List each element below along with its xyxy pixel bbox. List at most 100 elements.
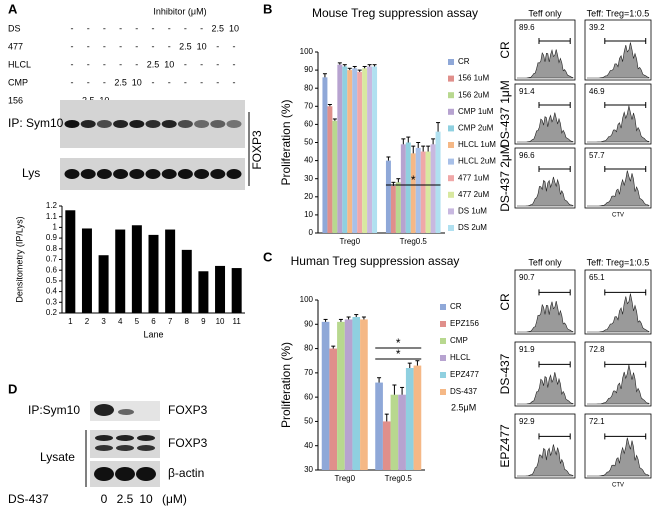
legend-label: DS 2uM	[458, 223, 487, 232]
histogram	[587, 42, 650, 79]
legend-swatch	[440, 338, 446, 344]
legend-swatch	[448, 92, 454, 99]
bar	[342, 66, 348, 233]
table-cell: -	[216, 77, 219, 87]
table-cell: -	[135, 23, 138, 33]
blot-band	[210, 169, 226, 179]
significance-mark: *	[396, 347, 401, 361]
table-cell: -	[200, 59, 203, 69]
table-cell: -	[152, 23, 155, 33]
y-tick-label: 1.2	[46, 201, 58, 210]
table-cell: -	[103, 41, 106, 51]
row-label: DS-437	[498, 353, 512, 394]
x-tick-label: Treg0.5	[400, 237, 428, 246]
table-cell: -	[152, 41, 155, 51]
legend-swatch	[440, 355, 446, 361]
table-cell: 10	[197, 41, 207, 51]
table-cell: -	[87, 23, 90, 33]
y-tick-label: 1.1	[46, 212, 58, 221]
column-header: Teff: Treg=1:0.5	[587, 257, 650, 267]
table-cell: -	[71, 23, 74, 33]
blot-band	[96, 169, 112, 179]
histogram	[517, 112, 574, 143]
legend-label: CR	[450, 302, 462, 311]
y-tick-label: 0.9	[46, 233, 58, 242]
y-tick-label: 40	[304, 156, 313, 165]
histogram	[517, 372, 574, 405]
table-cell: -	[87, 77, 90, 87]
legend-label: HLCL 1uM	[458, 140, 496, 149]
legend-label: 477 2uM	[458, 190, 489, 199]
column-header: Teff: Treg=1:0.5	[587, 8, 650, 18]
row-label: HLCL	[8, 59, 31, 69]
blot-band	[226, 169, 242, 179]
legend-label: CMP 2uM	[458, 124, 494, 133]
panel-letter: D	[8, 381, 17, 396]
table-cell: -	[184, 77, 187, 87]
histogram	[587, 437, 650, 477]
legend-swatch	[440, 304, 446, 310]
table-cell: -	[184, 59, 187, 69]
bar	[332, 120, 338, 233]
table-cell: -	[103, 59, 106, 69]
table-cell: 2.5	[179, 41, 192, 51]
histogram	[517, 48, 574, 79]
chart-title: Human Treg suppression assay	[291, 254, 460, 268]
bar	[367, 66, 373, 233]
blot-target: FOXP3	[250, 130, 264, 170]
legend-swatch	[448, 175, 454, 182]
bar	[337, 321, 345, 470]
blot-band	[80, 169, 96, 179]
blot-band	[116, 435, 134, 441]
table-cell: -	[216, 59, 219, 69]
row-label: CR	[498, 293, 512, 311]
blot-label: IP: Sym10	[8, 116, 64, 130]
table-cell: -	[233, 41, 236, 51]
blot-band	[95, 445, 113, 451]
y-tick-label: 40	[304, 441, 313, 450]
blot-band	[94, 467, 114, 481]
blot-band	[194, 120, 210, 128]
bar	[321, 321, 330, 470]
y-tick-label: 70	[304, 101, 313, 110]
table-cell: -	[168, 77, 171, 87]
legend-swatch	[448, 158, 454, 165]
panel-letter: B	[263, 1, 272, 16]
bar	[231, 268, 242, 313]
gate-percent: 57.7	[589, 151, 605, 160]
bar	[115, 229, 126, 313]
blot-band	[145, 169, 161, 179]
y-tick-label: 0.8	[46, 244, 58, 253]
dose: 2.5	[117, 492, 134, 506]
gate-percent: 92.9	[519, 417, 535, 426]
row-label: CR	[498, 41, 512, 59]
bar	[420, 151, 426, 233]
panel-letter: A	[8, 1, 18, 16]
bar	[390, 185, 396, 233]
blot-band	[95, 435, 113, 441]
gate-percent: 90.7	[519, 273, 535, 282]
bar	[357, 71, 363, 233]
x-tick-label: 6	[151, 317, 156, 326]
x-tick-label: 10	[216, 317, 225, 326]
x-axis-label: CTV	[612, 483, 624, 489]
y-tick-label: 70	[304, 368, 313, 377]
bar	[181, 249, 192, 313]
histogram	[587, 105, 650, 143]
blot-label: Lys	[22, 166, 40, 180]
y-tick-label: 0.7	[46, 255, 58, 264]
table-cell: -	[71, 59, 74, 69]
histogram	[517, 176, 574, 207]
blot-band	[161, 120, 177, 128]
x-tick-label: Treg0	[339, 237, 360, 246]
bar	[435, 131, 441, 233]
x-axis-label: Lane	[143, 329, 163, 339]
table-cell: -	[216, 41, 219, 51]
row-label: Lysate	[40, 450, 75, 464]
table-header: Inhibitor (μM)	[153, 6, 206, 16]
y-tick-label: 80	[304, 344, 313, 353]
bar	[405, 142, 411, 233]
table-cell: 2.5	[114, 77, 127, 87]
y-tick-label: 100	[300, 295, 314, 304]
blot-band	[113, 120, 129, 128]
